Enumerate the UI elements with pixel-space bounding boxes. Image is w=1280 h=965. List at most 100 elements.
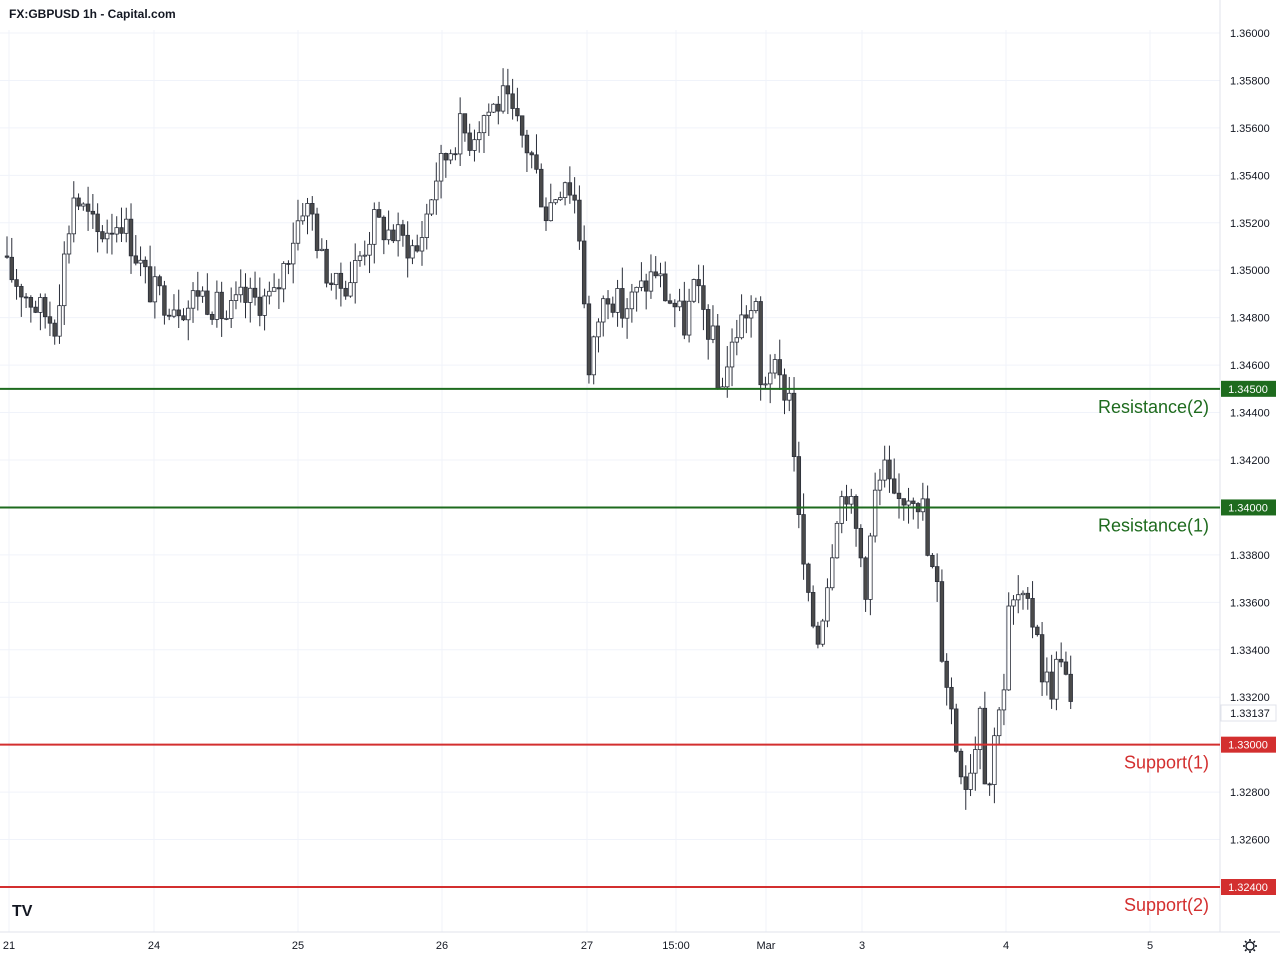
candle xyxy=(376,201,382,219)
y-tick-label: 1.35000 xyxy=(1230,265,1270,277)
candle xyxy=(772,353,778,379)
candle xyxy=(14,268,19,300)
candle xyxy=(705,304,711,360)
candle xyxy=(500,68,506,114)
candle xyxy=(128,203,134,274)
candle xyxy=(677,288,682,312)
candle xyxy=(658,262,663,288)
candle xyxy=(529,150,534,169)
candle xyxy=(429,199,434,216)
candle xyxy=(605,290,611,320)
candle xyxy=(734,319,740,356)
candle xyxy=(758,296,763,401)
level-price-badge xyxy=(1221,499,1276,516)
x-tick-label: 15:00 xyxy=(662,940,690,952)
candle xyxy=(601,295,606,337)
candle xyxy=(124,207,129,243)
candle xyxy=(911,497,916,520)
level-resistance1: 1.34000 Resistance(1) xyxy=(0,499,1276,535)
level-label: Support(2) xyxy=(1124,895,1209,915)
candle xyxy=(81,202,86,211)
candle xyxy=(190,282,196,323)
candle xyxy=(90,194,96,229)
candle xyxy=(534,134,539,174)
candle xyxy=(615,279,620,327)
candle xyxy=(1011,595,1016,625)
tradingview-logo[interactable]: TV xyxy=(12,903,33,920)
candle xyxy=(925,485,930,557)
candle xyxy=(777,339,782,390)
candle xyxy=(815,621,821,649)
candle xyxy=(725,346,730,398)
settings-gear-icon[interactable] xyxy=(1243,939,1257,953)
candle xyxy=(462,113,468,142)
candle xyxy=(152,266,158,319)
candle xyxy=(930,553,935,569)
candle xyxy=(682,281,687,340)
current-price-badge xyxy=(1220,704,1277,722)
candle xyxy=(581,225,587,309)
candle xyxy=(515,87,520,122)
candle xyxy=(224,310,229,321)
candle xyxy=(19,283,24,317)
candle xyxy=(896,473,902,519)
candle xyxy=(643,273,649,310)
candle xyxy=(147,245,153,303)
candle xyxy=(849,488,854,514)
candle xyxy=(524,129,530,173)
candle xyxy=(405,221,410,278)
candle xyxy=(395,212,401,257)
candle xyxy=(109,213,115,255)
candle xyxy=(825,578,830,628)
candle xyxy=(882,445,887,488)
candle xyxy=(1054,651,1059,711)
candle xyxy=(252,271,258,306)
candle xyxy=(629,283,635,323)
candle xyxy=(653,256,658,279)
candle xyxy=(391,224,396,244)
candle xyxy=(491,103,496,114)
candle xyxy=(624,298,630,339)
candle xyxy=(33,300,38,314)
candle xyxy=(639,262,644,292)
chart-title: FX:GBPUSD 1h - Capital.com xyxy=(9,7,176,21)
candle xyxy=(892,458,897,495)
candle xyxy=(133,235,138,266)
x-tick-label: 24 xyxy=(148,940,160,952)
candle xyxy=(715,313,720,390)
candle xyxy=(281,261,286,303)
candle xyxy=(977,706,983,770)
gridlines xyxy=(0,30,1220,932)
candle xyxy=(300,202,305,225)
level-label: Resistance(1) xyxy=(1098,515,1209,535)
candle xyxy=(314,207,320,259)
candle xyxy=(47,301,53,337)
candle xyxy=(791,377,797,472)
candle xyxy=(782,368,787,415)
candle xyxy=(906,487,911,524)
x-tick-label: 21 xyxy=(3,940,15,952)
candle xyxy=(477,121,482,153)
candle xyxy=(329,273,334,291)
level-price-badge xyxy=(1221,736,1276,753)
logo-text: TV xyxy=(12,903,33,920)
candle xyxy=(114,216,119,243)
candle xyxy=(138,246,143,277)
y-tick-label: 1.35200 xyxy=(1230,218,1270,230)
candle xyxy=(233,281,239,310)
candle xyxy=(853,494,859,547)
candle xyxy=(338,262,344,307)
candle xyxy=(176,289,181,329)
candle xyxy=(801,493,806,580)
candle xyxy=(596,318,601,353)
candle xyxy=(4,236,10,259)
candle xyxy=(319,238,325,252)
candle xyxy=(543,197,549,231)
x-tick-label: 4 xyxy=(1003,940,1009,952)
y-tick-label: 1.34800 xyxy=(1230,313,1270,325)
candle xyxy=(52,319,57,345)
candle xyxy=(787,376,792,412)
candle xyxy=(839,490,844,534)
candle xyxy=(648,254,654,299)
